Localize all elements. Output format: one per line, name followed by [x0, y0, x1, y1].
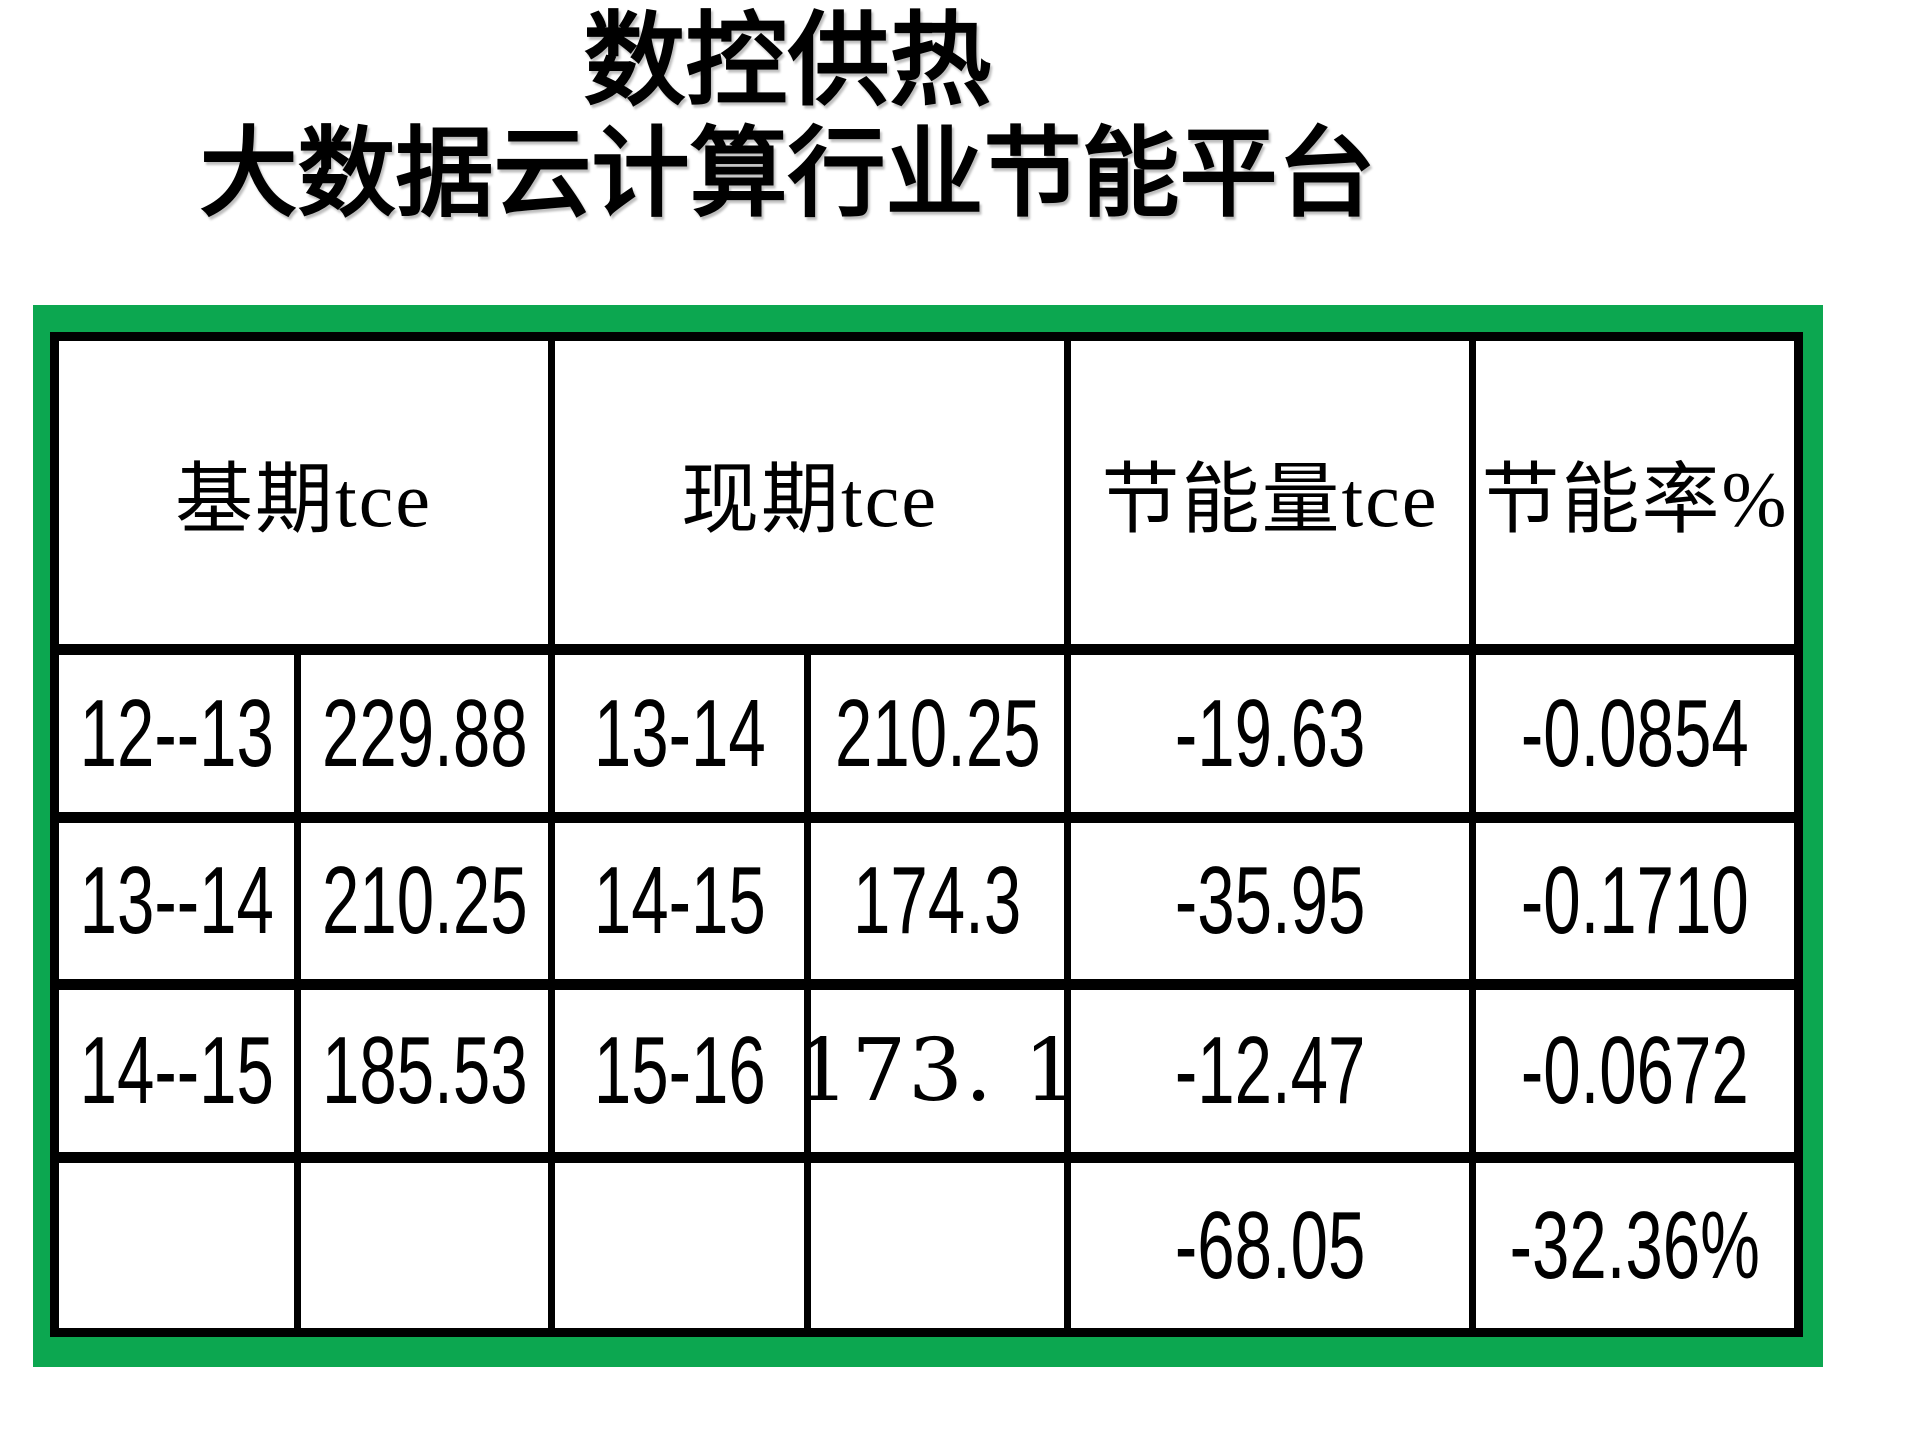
- header-cell-current-period: 现期tce: [555, 341, 1064, 644]
- cell-text: 12--13: [79, 679, 274, 787]
- energy-savings-value: -12.47: [1071, 990, 1469, 1152]
- header-cell-base-period: 基期tce: [59, 341, 548, 644]
- base-period-range: 13--14: [59, 823, 294, 979]
- energy-savings-value: -19.63: [1071, 655, 1469, 812]
- base-period-range: 12--13: [59, 655, 294, 812]
- current-period-range: 15-16: [555, 990, 804, 1152]
- base-period-value: 185.53: [301, 990, 548, 1152]
- title-line-1: 数控供热: [583, 6, 992, 119]
- cell-text: -0.0672: [1521, 1017, 1749, 1124]
- header-cell-energy-savings: 节能量tce: [1071, 341, 1469, 644]
- cell-text: 14-15: [593, 847, 766, 954]
- savings-rate-value: -0.0672: [1476, 990, 1794, 1152]
- base-period-range: 14--15: [59, 990, 294, 1152]
- header-label: 现期tce: [681, 455, 938, 543]
- energy-savings-total: -68.05: [1071, 1163, 1469, 1328]
- header-cell-savings-rate: 节能率%: [1476, 341, 1794, 644]
- current-period-range: 13-14: [555, 655, 804, 812]
- header-label: 基期tce: [175, 455, 432, 543]
- empty-cell: [301, 1163, 548, 1328]
- current-period-value: 174.3: [811, 823, 1064, 979]
- savings-rate-total: -32.36%: [1476, 1163, 1794, 1328]
- cell-text: 174.3: [853, 847, 1022, 954]
- page-title: 数控供热 大数据云计算行业节能平台: [0, 4, 1575, 231]
- savings-rate-value: -0.0854: [1476, 655, 1794, 812]
- base-period-value: 229.88: [301, 655, 548, 812]
- empty-cell: [811, 1163, 1064, 1328]
- cell-text: 210.25: [321, 847, 528, 954]
- cell-text: -0.1710: [1521, 847, 1749, 954]
- cell-text: 14--15: [79, 1017, 274, 1124]
- table-frame: 基期tce 现期tce 节能量tce 节能率% 12--13 229.88 13…: [33, 305, 1823, 1367]
- cell-text: 210.25: [834, 679, 1041, 787]
- cell-text: -12.47: [1174, 1017, 1366, 1124]
- cell-text: -19.63: [1174, 679, 1366, 787]
- current-period-value: 173. 1: [811, 990, 1064, 1152]
- cell-text: -0.0854: [1521, 679, 1749, 787]
- cell-text: 13-14: [593, 679, 766, 787]
- energy-savings-table: 基期tce 现期tce 节能量tce 节能率% 12--13 229.88 13…: [50, 332, 1803, 1337]
- current-period-range: 14-15: [555, 823, 804, 979]
- energy-savings-value: -35.95: [1071, 823, 1469, 979]
- empty-cell: [555, 1163, 804, 1328]
- header-label: 节能量tce: [1101, 455, 1439, 543]
- current-period-value: 210.25: [811, 655, 1064, 812]
- cell-text: -32.36%: [1509, 1191, 1761, 1299]
- base-period-value: 210.25: [301, 823, 548, 979]
- cell-text: 13--14: [79, 847, 274, 954]
- header-label: 节能率%: [1481, 455, 1789, 543]
- cell-text: 15-16: [593, 1017, 766, 1124]
- cell-text: -68.05: [1174, 1191, 1366, 1299]
- empty-cell: [59, 1163, 294, 1328]
- cell-text: -35.95: [1174, 847, 1366, 954]
- savings-rate-value: -0.1710: [1476, 823, 1794, 979]
- cell-text: 229.88: [321, 679, 528, 787]
- title-line-2: 大数据云计算行业节能平台: [199, 121, 1376, 230]
- cell-text: 185.53: [321, 1017, 528, 1124]
- cell-text: 173. 1: [811, 1021, 1064, 1121]
